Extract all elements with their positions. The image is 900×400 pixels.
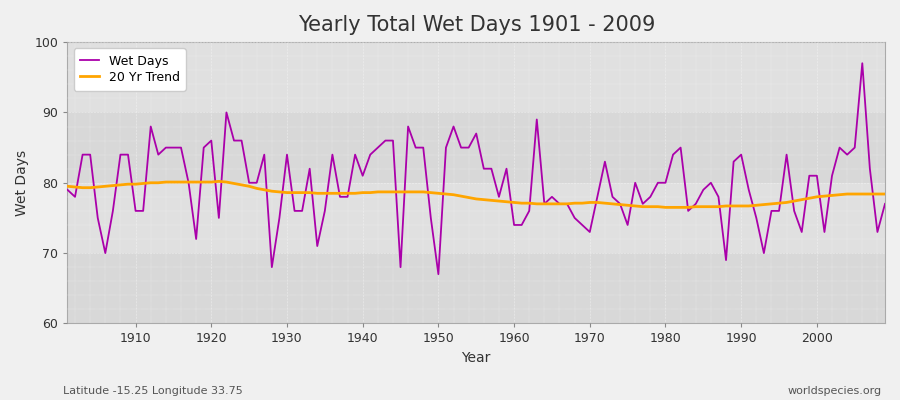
Y-axis label: Wet Days: Wet Days: [15, 150, 29, 216]
20 Yr Trend: [122, 182, 133, 186]
Wet Days: [608, 194, 618, 199]
Legend: Wet Days, 20 Yr Trend: Wet Days, 20 Yr Trend: [74, 48, 186, 91]
Wet Days: [879, 202, 890, 206]
Text: worldspecies.org: worldspecies.org: [788, 386, 882, 396]
Wet Days: [433, 272, 444, 276]
Bar: [68, 253, 885, 324]
Text: Latitude -15.25 Longitude 33.75: Latitude -15.25 Longitude 33.75: [63, 386, 243, 396]
Wet Days: [122, 152, 133, 157]
20 Yr Trend: [213, 179, 224, 184]
20 Yr Trend: [62, 184, 73, 189]
Line: 20 Yr Trend: 20 Yr Trend: [68, 181, 885, 207]
Bar: [68, 183, 885, 253]
Wet Days: [62, 187, 73, 192]
Wet Days: [517, 222, 527, 227]
20 Yr Trend: [660, 205, 670, 210]
Wet Days: [335, 194, 346, 199]
Line: Wet Days: Wet Days: [68, 63, 885, 274]
20 Yr Trend: [608, 202, 618, 206]
20 Yr Trend: [517, 201, 527, 206]
Wet Days: [857, 61, 868, 66]
Wet Days: [289, 208, 300, 213]
Wet Days: [508, 222, 519, 227]
Bar: [68, 112, 885, 183]
20 Yr Trend: [342, 191, 353, 196]
20 Yr Trend: [297, 190, 308, 195]
Bar: [68, 42, 885, 112]
20 Yr Trend: [508, 200, 519, 205]
20 Yr Trend: [879, 192, 890, 196]
X-axis label: Year: Year: [462, 351, 490, 365]
Title: Yearly Total Wet Days 1901 - 2009: Yearly Total Wet Days 1901 - 2009: [298, 15, 655, 35]
